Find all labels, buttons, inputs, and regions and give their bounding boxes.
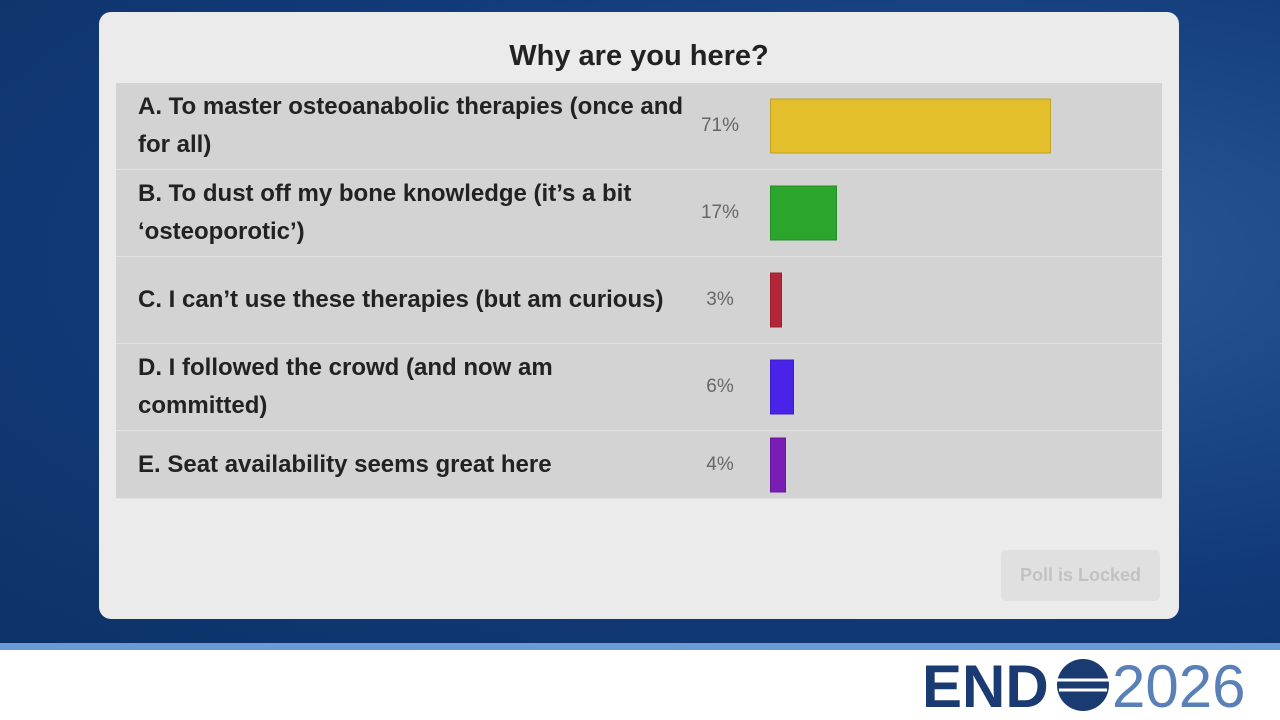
- stripe: [0, 643, 1280, 650]
- result-row: B. To dust off my bone knowledge (it’s a…: [116, 170, 1162, 257]
- result-row: C. I can’t use these therapies (but am c…: [116, 257, 1162, 344]
- logo-globe: [1057, 659, 1109, 711]
- result-row: D. I followed the crowd (and now am comm…: [116, 344, 1162, 431]
- result-row: A. To master osteoanabolic therapies (on…: [116, 83, 1162, 170]
- bar: [770, 437, 786, 492]
- logo-right: 2026: [1112, 653, 1245, 720]
- percent-label: 6%: [706, 376, 734, 397]
- results-table: A. To master osteoanabolic therapies (on…: [116, 83, 1162, 499]
- option-label: D. I followed the crowd (and now am comm…: [138, 354, 553, 419]
- percent-label: 17%: [700, 202, 740, 223]
- option-label: B. To dust off my bone knowledge (it’s a…: [138, 180, 632, 245]
- poll-locked-button[interactable]: Poll is Locked: [1001, 550, 1160, 601]
- option-label: A. To master osteoanabolic therapies (on…: [138, 93, 684, 158]
- bar: [770, 272, 782, 328]
- result-row: E. Seat availability seems great here 4%: [116, 431, 1162, 499]
- percent-label: 71%: [700, 115, 740, 136]
- option-label: E. Seat availability seems great here: [138, 450, 552, 478]
- poll-panel: Why are you here? A. To master osteoanab…: [99, 12, 1179, 619]
- bar: [770, 185, 838, 241]
- percent-label: 4%: [706, 453, 734, 475]
- logo-left: END: [922, 653, 1049, 720]
- option-label: C. I can’t use these therapies (but am c…: [138, 286, 664, 313]
- logo: END 2026: [922, 653, 1245, 720]
- bar: [770, 98, 1052, 154]
- poll-title: Why are you here?: [509, 40, 769, 72]
- bar: [770, 359, 794, 415]
- percent-label: 3%: [706, 289, 734, 310]
